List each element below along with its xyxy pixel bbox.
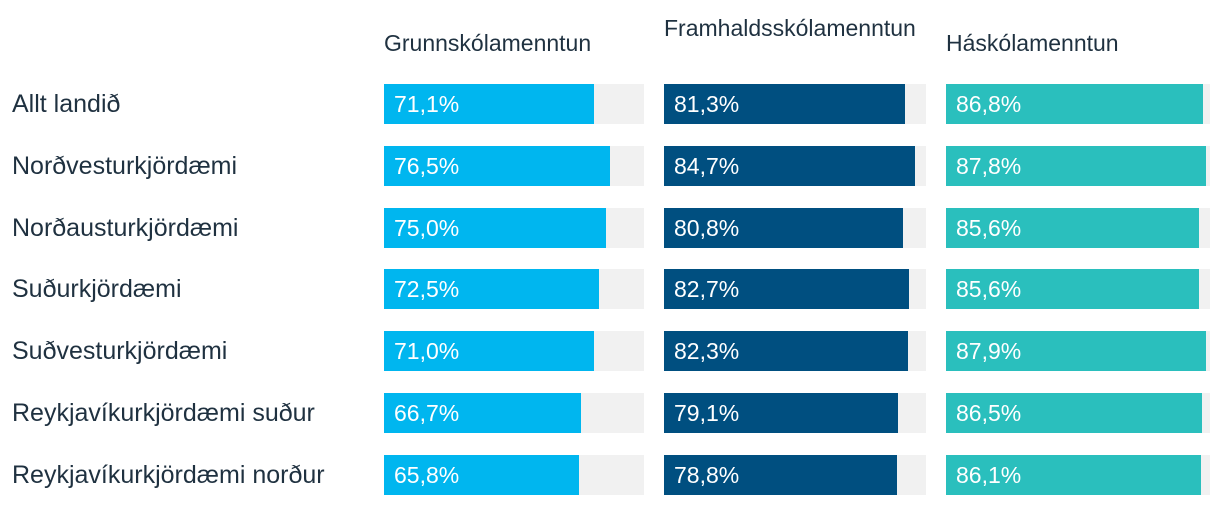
bar-value-label: 82,3%: [674, 338, 740, 364]
row-label: Reykjavíkurkjördæmi suður: [12, 399, 315, 427]
bar-value-label: 85,6%: [956, 276, 1022, 302]
bar: 87,9%: [946, 331, 1206, 371]
bar-value-label: 86,1%: [956, 462, 1022, 488]
row-label: Norðausturkjördæmi: [12, 214, 239, 242]
bar-track: 66,7%: [384, 393, 644, 433]
column-header-3: Háskólamenntun: [946, 30, 1119, 56]
bar-value-label: 78,8%: [674, 462, 740, 488]
bar-value-label: 66,7%: [394, 400, 460, 426]
bar: 72,5%: [384, 269, 599, 309]
bar: 85,6%: [946, 269, 1199, 309]
bar-value-label: 87,8%: [956, 153, 1022, 179]
row-label: Suðvesturkjördæmi: [12, 337, 228, 365]
bar-track: 86,8%: [946, 84, 1210, 124]
bar-value-label: 86,8%: [956, 91, 1022, 117]
bar-track: 80,8%: [664, 208, 926, 248]
bar: 85,6%: [946, 208, 1199, 248]
bar: 66,7%: [384, 393, 581, 433]
bar-track: 65,8%: [384, 455, 644, 495]
bar-track: 82,3%: [664, 331, 926, 371]
bar-value-label: 79,1%: [674, 400, 740, 426]
row-label: Reykjavíkurkjördæmi norður: [12, 461, 325, 489]
bar-track: 86,1%: [946, 455, 1210, 495]
bar: 84,7%: [664, 146, 915, 186]
row-label: Allt landið: [12, 90, 121, 118]
bar-value-label: 75,0%: [394, 215, 460, 241]
bar-track: 71,0%: [384, 331, 644, 371]
bar: 82,3%: [664, 331, 908, 371]
bar-track: 86,5%: [946, 393, 1210, 433]
bar: 79,1%: [664, 393, 898, 433]
column-header-2: Framhaldsskólamenntun: [664, 15, 916, 41]
bar-track: 87,9%: [946, 331, 1210, 371]
row-label: Suðurkjördæmi: [12, 275, 182, 303]
bar-value-label: 72,5%: [394, 276, 460, 302]
bar: 86,8%: [946, 84, 1203, 124]
bar-track: 85,6%: [946, 208, 1210, 248]
bar-value-label: 86,5%: [956, 400, 1022, 426]
bar-track: 81,3%: [664, 84, 926, 124]
bar-value-label: 71,1%: [394, 91, 460, 117]
bar: 86,1%: [946, 455, 1201, 495]
bar: 65,8%: [384, 455, 579, 495]
bar: 82,7%: [664, 269, 909, 309]
bar: 80,8%: [664, 208, 903, 248]
bar-track: 72,5%: [384, 269, 644, 309]
bar-value-label: 85,6%: [956, 215, 1022, 241]
bar-value-label: 84,7%: [674, 153, 740, 179]
bar-track: 75,0%: [384, 208, 644, 248]
bar-value-label: 80,8%: [674, 215, 740, 241]
bar-track: 71,1%: [384, 84, 644, 124]
column-header-1: Grunnskólamenntun: [384, 30, 592, 56]
bar: 71,0%: [384, 331, 594, 371]
bar: 81,3%: [664, 84, 905, 124]
bar-track: 76,5%: [384, 146, 644, 186]
bar-track: 85,6%: [946, 269, 1210, 309]
bar-value-label: 76,5%: [394, 153, 460, 179]
bar-value-label: 81,3%: [674, 91, 740, 117]
bar-track: 84,7%: [664, 146, 926, 186]
bar-track: 78,8%: [664, 455, 926, 495]
bar: 71,1%: [384, 84, 594, 124]
bar-value-label: 87,9%: [956, 338, 1022, 364]
bar-track: 79,1%: [664, 393, 926, 433]
bar: 78,8%: [664, 455, 897, 495]
bar: 76,5%: [384, 146, 610, 186]
bar: 75,0%: [384, 208, 606, 248]
bar-value-label: 65,8%: [394, 462, 460, 488]
bar: 86,5%: [946, 393, 1202, 433]
row-label: Norðvesturkjördæmi: [12, 152, 238, 180]
bar-track: 87,8%: [946, 146, 1210, 186]
bar: 87,8%: [946, 146, 1206, 186]
bar-value-label: 82,7%: [674, 276, 740, 302]
bar-value-label: 71,0%: [394, 338, 460, 364]
bar-track: 82,7%: [664, 269, 926, 309]
